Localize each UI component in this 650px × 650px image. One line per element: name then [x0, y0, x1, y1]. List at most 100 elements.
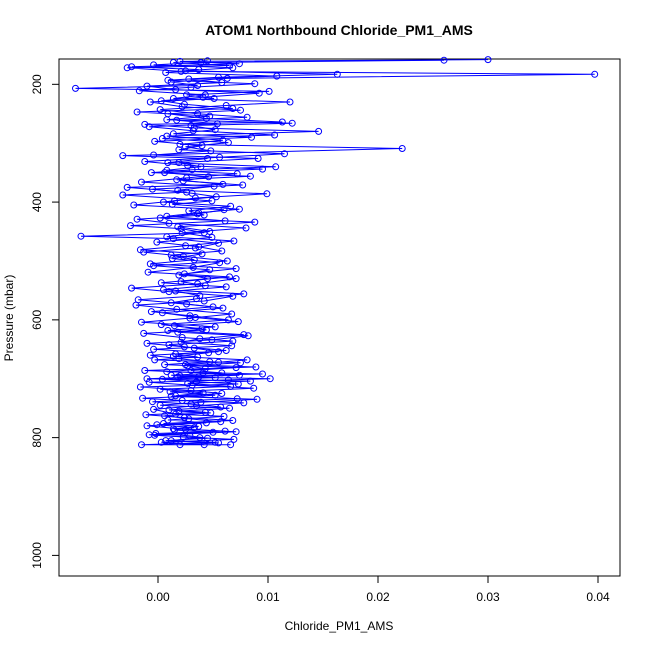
- data-point: [194, 110, 202, 118]
- data-point: [157, 321, 165, 329]
- data-point: [218, 369, 226, 377]
- data-point: [150, 345, 158, 353]
- data-point: [182, 67, 189, 75]
- data-point: [139, 394, 147, 402]
- data-point: [200, 441, 208, 449]
- data-point: [144, 268, 152, 276]
- data-point: [182, 143, 189, 151]
- data-point: [259, 165, 266, 173]
- data-point: [176, 441, 184, 449]
- data-point: [286, 98, 294, 106]
- data-point: [191, 194, 199, 202]
- data-point: [222, 347, 230, 354]
- data-point: [195, 373, 203, 381]
- data-point: [250, 384, 258, 392]
- data-point: [165, 406, 173, 414]
- data-point: [440, 56, 448, 64]
- data-point: [218, 390, 226, 397]
- data-point: [156, 106, 164, 114]
- data-point: [263, 190, 271, 198]
- data-point: [141, 158, 149, 165]
- data-point: [229, 64, 237, 72]
- series-line: [131, 59, 489, 446]
- data-point: [217, 403, 225, 411]
- data-point: [232, 428, 240, 436]
- data-point: [169, 130, 177, 138]
- data-point: [138, 318, 145, 326]
- data-point: [207, 147, 215, 155]
- data-point: [188, 166, 196, 174]
- data-point: [133, 215, 141, 223]
- data-point: [172, 287, 180, 295]
- data-point: [197, 163, 205, 171]
- data-point: [253, 395, 261, 403]
- data-point: [232, 265, 240, 273]
- data-point: [271, 131, 279, 139]
- data-point: [133, 108, 141, 116]
- data-point: [187, 367, 195, 374]
- data-point: [229, 417, 237, 424]
- data-point: [143, 339, 151, 347]
- data-point: [142, 411, 150, 419]
- data-point: [150, 405, 158, 413]
- data-point: [174, 186, 182, 194]
- data-point: [278, 118, 286, 126]
- data-point: [240, 331, 248, 339]
- data-point: [235, 371, 243, 379]
- data-point: [187, 400, 195, 408]
- data-point: [288, 119, 296, 127]
- data-point: [211, 323, 219, 331]
- data-point: [215, 348, 222, 356]
- data-point: [150, 61, 158, 69]
- data-point: [128, 63, 136, 71]
- data-point: [204, 434, 211, 442]
- data-point: [176, 57, 184, 65]
- y-axis: 200 400 600 800 1000: [30, 74, 60, 569]
- y-tick-label: 600: [30, 310, 44, 330]
- data-point: [164, 159, 172, 167]
- data-point: [163, 116, 171, 124]
- data-point: [167, 392, 175, 400]
- data-point: [211, 126, 219, 134]
- data-point: [138, 441, 145, 449]
- data-point: [201, 91, 209, 99]
- data-point: [227, 202, 235, 210]
- data-point: [186, 432, 194, 440]
- data-point: [123, 183, 131, 191]
- data-point: [183, 91, 191, 99]
- data-point: [206, 228, 214, 235]
- data-point: [189, 127, 197, 135]
- data-point: [243, 113, 251, 121]
- data-point: [145, 123, 153, 131]
- data-point: [234, 318, 242, 326]
- data-point: [164, 76, 172, 84]
- data-point: [221, 427, 229, 435]
- data-point: [242, 224, 250, 232]
- data-point: [151, 137, 159, 145]
- x-tick-label: 0.03: [476, 590, 500, 604]
- data-point: [119, 152, 127, 160]
- data-point: [160, 420, 167, 427]
- data-point: [251, 80, 259, 88]
- data-point: [215, 439, 222, 447]
- data-point: [185, 207, 193, 215]
- data-point: [201, 408, 209, 416]
- x-axis-label: Chloride_PM1_AMS: [285, 619, 394, 633]
- data-point: [180, 270, 188, 278]
- data-point: [235, 60, 243, 68]
- data-point: [162, 437, 170, 445]
- data-point: [72, 84, 79, 92]
- data-point: [281, 150, 288, 158]
- data-point: [160, 286, 167, 294]
- data-point: [240, 290, 248, 298]
- data-point: [158, 309, 166, 317]
- data-point: [265, 87, 273, 95]
- data-point: [218, 247, 226, 255]
- data-point: [167, 251, 175, 259]
- y-tick-label: 400: [30, 192, 44, 212]
- data-point: [255, 89, 263, 97]
- data-point: [591, 70, 599, 78]
- data-point: [162, 69, 170, 76]
- data-point: [246, 172, 254, 180]
